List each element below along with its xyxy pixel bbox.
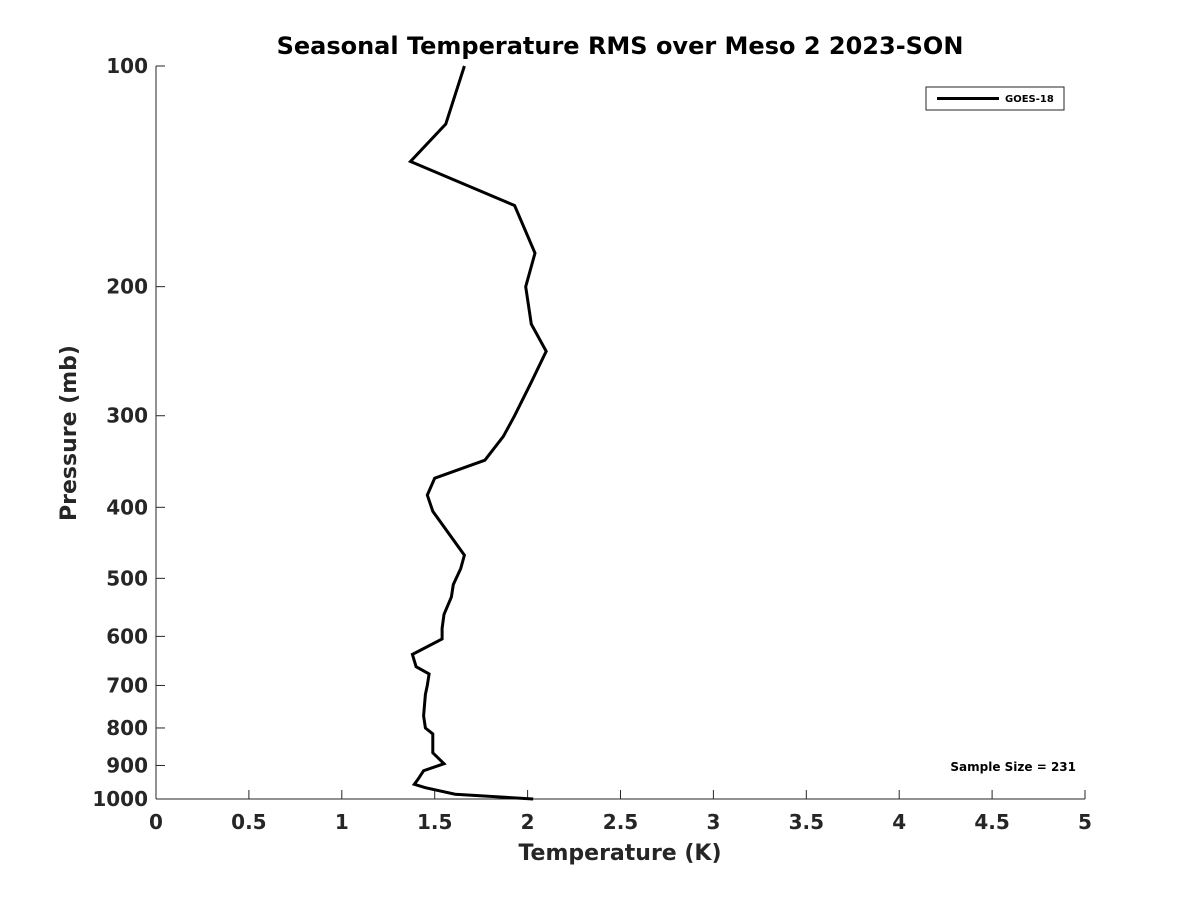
- y-tick-label: 300: [106, 404, 148, 428]
- y-tick-label: 700: [106, 673, 148, 697]
- x-axis-label: Temperature (K): [518, 841, 721, 866]
- chart-title: Seasonal Temperature RMS over Meso 2 202…: [277, 32, 964, 60]
- x-tick-label: 0.5: [231, 810, 266, 834]
- y-tick-label: 1000: [92, 787, 148, 811]
- sample-size-annotation: Sample Size = 231: [950, 760, 1076, 774]
- y-tick-label: 500: [106, 566, 148, 590]
- x-tick-label: 4: [892, 810, 906, 834]
- y-tick-label: 900: [106, 753, 148, 777]
- series-layer: [407, 65, 548, 801]
- legend: GOES-18: [925, 86, 1065, 111]
- y-tick-label: 200: [106, 275, 148, 299]
- y-tick-label: 800: [106, 716, 148, 740]
- y-tick-label: 600: [106, 624, 148, 648]
- x-tick-label: 2.5: [603, 810, 638, 834]
- x-axis-ticks: 0 0.5 1 1.5 2 2.5 3 3.5 4 4.5 5: [149, 790, 1092, 834]
- x-tick-label: 2: [521, 810, 535, 834]
- x-tick-label: 1: [335, 810, 349, 834]
- x-tick-label: 0: [149, 810, 163, 834]
- series-line-goes-18: [407, 65, 548, 801]
- x-tick-label: 3.5: [789, 810, 824, 834]
- y-tick-label: 100: [106, 54, 148, 78]
- y-axis-label: Pressure (mb): [57, 345, 82, 521]
- plot-area: [156, 66, 1085, 799]
- x-tick-label: 4.5: [974, 810, 1009, 834]
- x-tick-label: 5: [1078, 810, 1092, 834]
- x-tick-label: 1.5: [417, 810, 452, 834]
- legend-label-goes-18: GOES-18: [1005, 94, 1054, 105]
- y-tick-label: 400: [106, 495, 148, 519]
- x-tick-label: 3: [706, 810, 720, 834]
- y-axis-ticks: 100 200 300 400 500 600 700 800 900 1000: [92, 54, 165, 811]
